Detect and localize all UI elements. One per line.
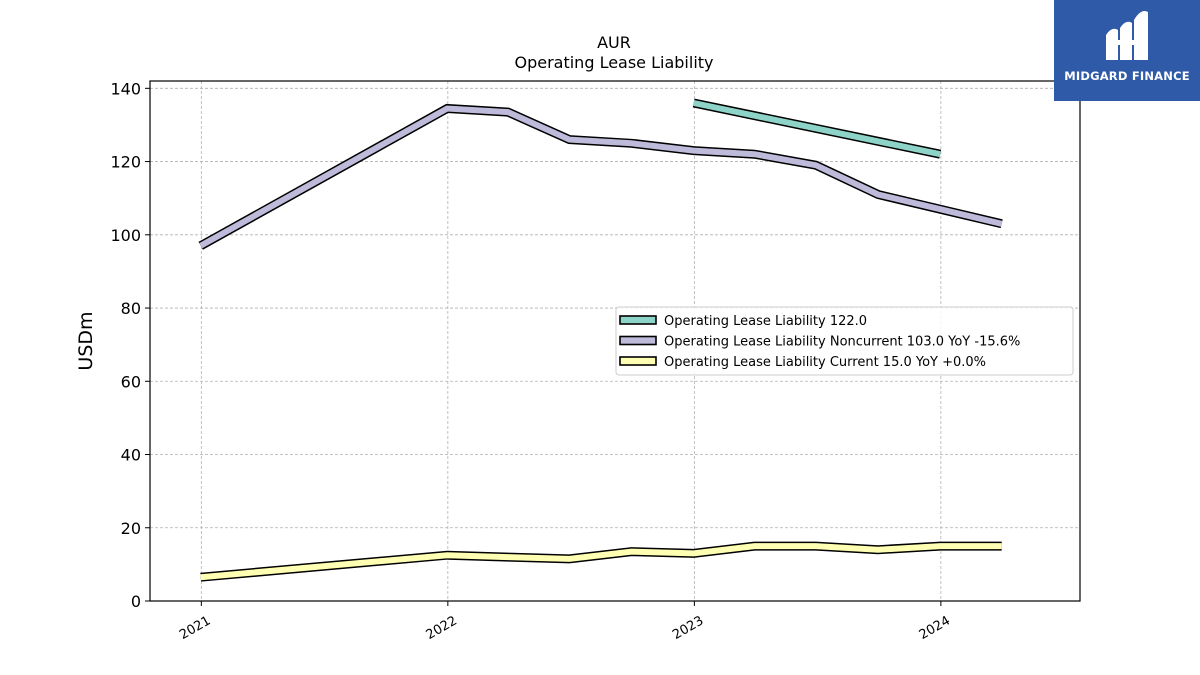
x-tick-label: 2024 xyxy=(917,613,953,643)
brand-name: MIDGARD FINANCE xyxy=(1064,69,1190,83)
y-tick-label: 100 xyxy=(110,226,141,245)
y-tick-label: 40 xyxy=(121,446,141,465)
y-tick-label: 0 xyxy=(131,592,141,611)
y-tick-label: 120 xyxy=(110,153,141,172)
legend-box xyxy=(615,306,1074,376)
legend-swatch-2 xyxy=(619,356,657,366)
y-tick-label: 140 xyxy=(110,79,141,98)
series-line-0 xyxy=(693,100,941,158)
chart-title: AUR xyxy=(597,33,631,52)
y-tick-label: 20 xyxy=(121,519,141,538)
series-line-2 xyxy=(200,543,1002,581)
series-line-1 xyxy=(199,105,1003,249)
x-tick-label: 2021 xyxy=(177,613,213,643)
y-axis-label: USDm xyxy=(75,311,97,370)
y-tick-label: 60 xyxy=(121,372,141,391)
legend-label-1: Operating Lease Liability Noncurrent 103… xyxy=(664,335,1020,350)
x-tick-label: 2022 xyxy=(424,613,460,643)
legend-swatch-1 xyxy=(619,335,657,346)
legend-label-2: Operating Lease Liability Current 15.0 Y… xyxy=(664,355,986,370)
brand-mark-icon xyxy=(1106,11,1148,60)
y-tick-label: 80 xyxy=(121,299,141,318)
plot-frame xyxy=(149,80,1081,602)
x-tick-label: 2023 xyxy=(670,613,706,643)
brand-logo: MIDGARD FINANCE xyxy=(1054,0,1200,101)
legend-swatch-0 xyxy=(619,315,657,325)
legend-label-0: Operating Lease Liability 122.0 xyxy=(664,314,867,329)
chart-subtitle: Operating Lease Liability xyxy=(514,53,713,72)
